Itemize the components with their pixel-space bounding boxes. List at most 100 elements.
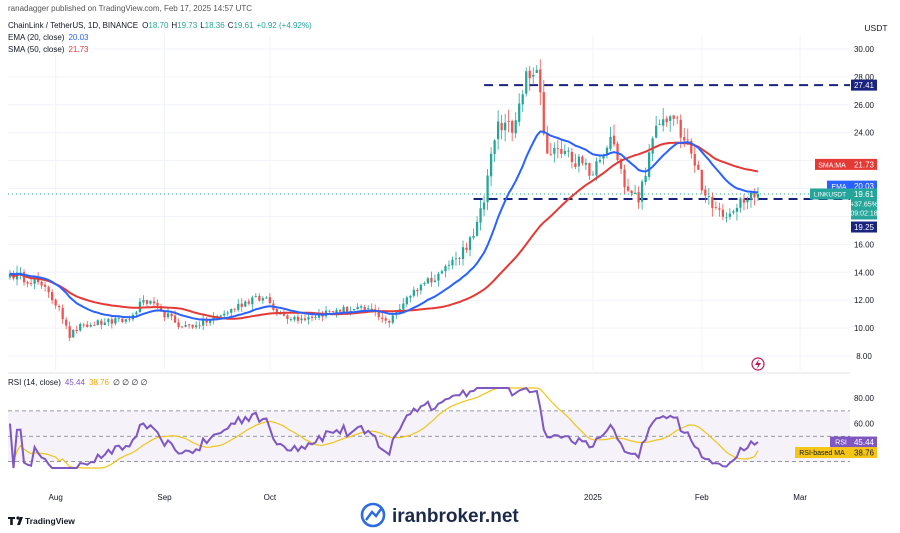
symbol-legend[interactable]: ChainLink / TetherUS, 1D, BINANCE O18.70 H… (8, 21, 312, 30)
svg-text:+37.65%: +37.65% (850, 201, 878, 208)
badge-price: LINKUSDT 19.61 +37.65% 09:02:18 (810, 188, 878, 220)
y-tick-label: 30.00 (854, 45, 875, 54)
ema-legend[interactable]: EMA (20, close) 20.03 (8, 33, 89, 42)
candle (65, 317, 68, 330)
svg-text:LINKUSDT: LINKUSDT (814, 191, 846, 198)
svg-text:21.73: 21.73 (854, 160, 875, 169)
rsi-axis[interactable]: 60.00 80.00 (854, 394, 875, 428)
candle (384, 315, 387, 324)
candle (360, 304, 363, 310)
candle (546, 125, 549, 154)
candle (75, 325, 78, 334)
candle (468, 235, 472, 257)
candle (451, 256, 454, 270)
badge-ema: EMA 20.03 (827, 180, 877, 192)
candle (640, 179, 644, 210)
candle (247, 298, 250, 306)
candle (68, 321, 71, 342)
candle (152, 297, 156, 308)
candle (363, 304, 366, 311)
candle (735, 203, 739, 221)
candle (549, 143, 552, 157)
candle (107, 317, 110, 326)
y-tick-label: 28.00 (854, 73, 875, 82)
candle (26, 280, 29, 288)
watermark-logo-icon (360, 502, 386, 528)
candle (419, 283, 423, 295)
candle (746, 196, 749, 210)
candle (444, 264, 447, 278)
candle (409, 294, 412, 303)
candle (205, 317, 208, 326)
price-axis[interactable]: 8.00 10.00 12.00 14.00 16.00 24.00 26.00 28.00 3… (854, 45, 875, 361)
rsi-legend[interactable]: RSI (14, close) 45.44 38.76 ∅ ∅ ∅ ∅ (8, 378, 148, 387)
candle (226, 310, 229, 316)
candle (609, 126, 612, 152)
candle (402, 298, 405, 311)
rsi-tick-label: 60.00 (854, 420, 875, 429)
candle (588, 162, 591, 180)
svg-text:20.03: 20.03 (854, 182, 875, 191)
candle (198, 321, 201, 330)
candle (584, 158, 588, 170)
y-tick-label: 16.00 (854, 240, 875, 249)
candle (465, 242, 468, 253)
candle (563, 144, 566, 157)
rsi-ma-line (9, 387, 759, 469)
candle (521, 90, 524, 113)
candle (289, 317, 293, 322)
candle (690, 138, 693, 159)
candle (577, 153, 581, 173)
candle (163, 310, 166, 322)
candle (482, 195, 486, 217)
candle (718, 202, 721, 217)
candle (486, 169, 489, 211)
candle (202, 314, 205, 330)
x-tick-label: Aug (49, 493, 63, 502)
candle (149, 300, 152, 305)
main-pane[interactable] (8, 35, 850, 370)
time-axis[interactable]: Aug Sep Oct 2025 Feb Mar (49, 493, 808, 502)
candle (528, 65, 531, 91)
candle (43, 281, 47, 292)
candle (633, 184, 637, 195)
candle (574, 153, 577, 170)
candle (303, 314, 307, 322)
currency-label[interactable]: USDT (864, 23, 887, 33)
candle (472, 228, 475, 240)
candle (110, 316, 113, 329)
candle (539, 59, 542, 106)
candle (177, 318, 180, 329)
badge-level-top: 27.41 (851, 79, 877, 91)
candle (489, 147, 493, 187)
candle (742, 194, 746, 211)
tradingview-brand: TradingView (25, 516, 75, 526)
candle (749, 192, 753, 208)
candle (142, 295, 145, 306)
x-tick-label: Mar (793, 493, 807, 502)
candle (637, 186, 640, 209)
candle (314, 315, 317, 320)
candle (412, 286, 415, 298)
lightning-icon[interactable] (751, 357, 765, 371)
candle (458, 257, 461, 266)
candle (532, 67, 535, 85)
candle (496, 110, 500, 150)
candle (121, 318, 124, 324)
candle (475, 216, 479, 237)
ema-20-line (9, 130, 759, 321)
rsi-line (9, 386, 759, 469)
candle (756, 187, 760, 202)
sma-legend[interactable]: SMA (50, close) 21.73 (8, 45, 89, 54)
sma-50-line (9, 141, 759, 320)
x-tick-label: Sep (157, 493, 172, 502)
rsi-tick-label: 80.00 (854, 394, 875, 403)
tradingview-logo[interactable]: TradingView (8, 516, 75, 526)
candle (707, 188, 710, 205)
tradingview-logo-icon (8, 517, 15, 525)
candle (511, 119, 514, 142)
candle (693, 145, 696, 173)
candle (381, 312, 384, 323)
